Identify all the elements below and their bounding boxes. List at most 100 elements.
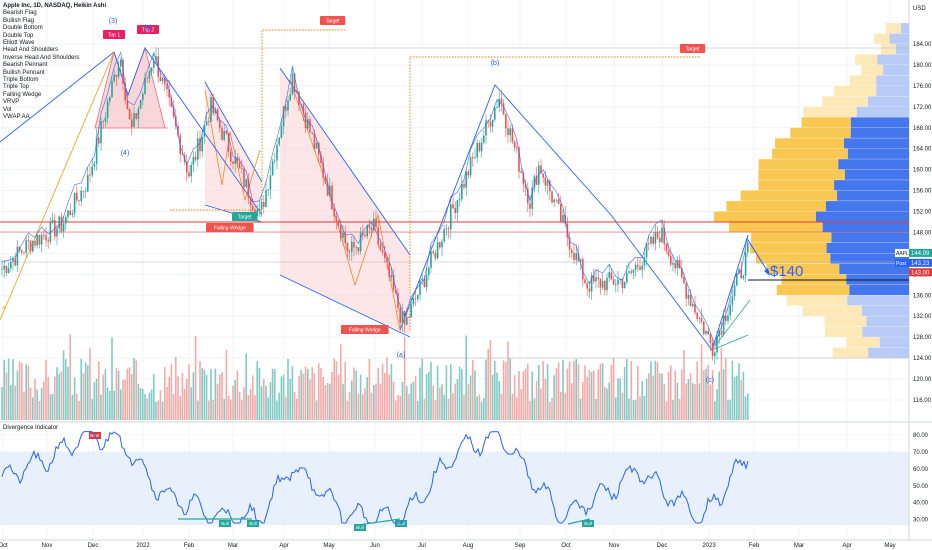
candle-body [225,130,228,134]
indicator-item[interactable]: Head And Shoulders [3,47,59,54]
indicator-item[interactable]: VWAP AA [3,114,30,121]
vp-down-bar [847,148,909,159]
vp-down-bar [815,211,909,222]
volume-bar [476,396,478,420]
candle-body [549,180,551,192]
symbol-title[interactable]: Apple Inc, 1D, NASDAQ, Heikin Ashi [3,3,107,9]
candle-body [267,189,269,191]
indicator-item[interactable]: Bullish Flag [3,17,35,24]
indicator-item[interactable]: Double Top [3,32,34,39]
volume-profile [714,23,909,358]
candle-body [245,179,247,187]
candle-body [51,220,54,222]
indicator-item[interactable]: Elliott Wave [3,40,35,47]
candle-body [524,184,527,189]
candle-body [315,143,318,149]
candle-body [604,280,606,291]
volume-bar [733,377,736,420]
time-tick-label: Feb [184,543,195,549]
candle-body [43,234,45,236]
vp-up-bar [822,96,868,107]
volume-bar [164,367,166,420]
indicator-item[interactable]: Inverse Head And Shoulders [3,54,80,61]
volume-bar [520,389,522,420]
indicator-item[interactable]: Vol [3,106,12,113]
vp-down-bar [844,169,909,180]
indicator-item[interactable]: Bullish Pennant [3,69,45,76]
bull-label: Bull [221,521,229,526]
candle-body [333,209,335,217]
candle-body [359,232,362,252]
wedge1-zigzag [204,89,261,202]
volume-bar [467,384,470,420]
candle-body [410,304,412,318]
vp-up-bar [801,117,851,128]
volume-bar [49,394,52,420]
top1-label-bg [103,30,125,39]
candle-body [346,243,349,252]
candle-body [538,165,540,185]
price-axis[interactable]: USD 184.00 180.00 176.00 172.00 168.00 164.00 1… [895,6,932,404]
volume-bar [665,401,668,420]
indicator-item[interactable]: Triple Top [3,84,30,91]
vp-down-bar [830,253,909,264]
indicator-item[interactable]: VRVP [3,99,20,106]
candle-body [670,255,672,265]
volume-bar [91,399,93,420]
volume-bar [516,397,518,420]
candle-body [630,271,632,273]
volume-bar [454,383,456,420]
candle-body [120,59,122,67]
price-tick-label: 120.00 [913,377,932,383]
volume-bar [71,394,74,420]
candle-body [500,98,503,104]
volume-bar [126,368,129,420]
volume-bar [656,362,659,420]
candle-body [137,108,140,119]
candle-body [357,247,360,252]
volume-bar [337,374,340,420]
price-tick-label: 116.00 [913,398,932,404]
indicator-item[interactable]: Falling Wedge [3,91,42,98]
volume-bar [505,362,507,420]
volume-bar [678,399,681,420]
candle-body [258,208,261,210]
volume-bar [153,374,155,420]
candle-body [489,121,492,127]
volume-bar [89,348,91,420]
volume-bar [139,387,142,420]
indicator-item[interactable]: Triple Bottom [3,77,39,84]
divergence-axis[interactable]: 80.00 70.00 60.00 50.00 40.00 30.00 [913,433,929,524]
volume-bar [630,361,632,420]
volume-bar [425,373,428,420]
volume-bar [238,391,241,420]
candle-body [557,199,560,205]
volume-bar [452,393,454,420]
candle-body [153,60,155,68]
time-axis[interactable]: Oct Nov Dec 2022 Feb Mar Apr May Jun Jul Aug Sep Oct… [0,543,896,549]
vp-up-bar [728,222,823,233]
volume-bar [498,380,500,420]
vp-down-bar [862,326,909,337]
indicator-item[interactable]: Double Bottom [3,25,43,32]
price-tick-label: 136.00 [913,293,932,299]
vp-down-bar [879,337,909,348]
indicator-item[interactable]: Bearish Pennant [3,62,48,69]
time-tick-label: Oct [0,543,8,549]
volume-bar [540,388,542,420]
volume-bar [643,395,646,420]
volume-bar [692,383,694,420]
indicator-item[interactable]: Bearish Flag [3,10,37,17]
vp-down-bar [850,117,909,128]
volume-bar [483,398,485,420]
volume-bar [496,372,498,420]
vp-up-bar [874,33,890,44]
divergence-title[interactable]: Divergence Indicator [3,425,59,431]
volume-bar [428,371,430,420]
volume-bar [67,366,69,420]
candle-body [403,311,406,325]
candle-body [203,125,206,137]
candle-body [199,138,201,152]
volume-bar [509,358,511,420]
